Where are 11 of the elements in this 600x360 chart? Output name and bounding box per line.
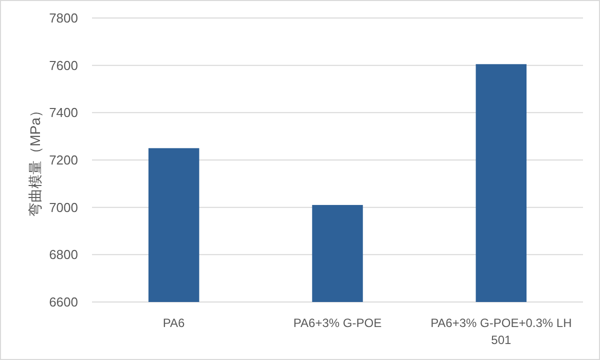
x-tick-label: PA6 bbox=[162, 316, 186, 330]
y-tick-label: 7800 bbox=[49, 10, 78, 26]
y-tick-label: 7000 bbox=[49, 200, 78, 215]
y-tick-label: 6600 bbox=[49, 294, 78, 310]
y-axis-title: 弯曲模量（MPa） bbox=[27, 104, 43, 216]
y-tick-label: 6800 bbox=[49, 247, 78, 262]
y-tick-label: 7600 bbox=[49, 58, 78, 73]
y-tick-label: 7400 bbox=[49, 105, 78, 120]
x-tick-label: PA6+3% G-POE+0.3% LH 501 bbox=[430, 316, 572, 347]
y-tick-label: 7200 bbox=[49, 152, 78, 168]
x-tick-label: PA6+3% G-POE bbox=[293, 316, 382, 330]
